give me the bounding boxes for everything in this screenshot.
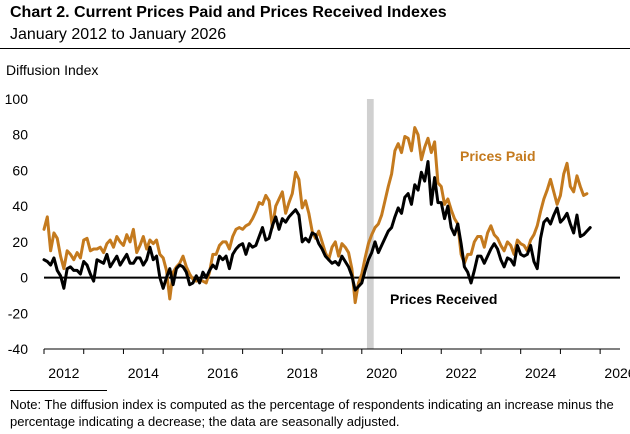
y-tick-label: 60 (12, 162, 28, 178)
y-tick-label: 80 (12, 127, 28, 143)
x-axis: 2012 2014 2016 2018 2020 2022 2024 2026 (43, 348, 630, 381)
prices-received-line (42, 160, 592, 292)
y-tick-label: 100 (5, 91, 29, 107)
x-tick-label: 2018 (287, 365, 318, 381)
prices-paid-label: Prices Paid (460, 148, 536, 164)
x-tick-label: 2024 (525, 365, 556, 381)
y-tick-label: -40 (8, 341, 28, 357)
x-tick-label: 2014 (128, 365, 159, 381)
x-tick-label: 2012 (48, 365, 79, 381)
recession-band-layer (366, 99, 374, 349)
chart-subtitle: January 2012 to January 2026 (10, 26, 227, 43)
y-tick-label: 40 (12, 198, 28, 214)
title-divider (0, 48, 630, 49)
x-tick-label: 2022 (446, 365, 477, 381)
prices-received-label: Prices Received (390, 291, 497, 307)
chart-note: Note: The diffusion index is computed as… (10, 397, 614, 429)
note-divider (10, 390, 107, 391)
y-axis-ticks: 100 80 60 40 20 0 -20 -40 (5, 91, 29, 357)
series-layer (42, 126, 592, 305)
y-tick-label: -20 (8, 305, 28, 321)
y-axis-label: Diffusion Index (6, 62, 99, 78)
y-tick-label: 0 (20, 270, 28, 286)
x-tick-label: 2026 (604, 365, 630, 381)
series-labels: Prices Paid Prices Received (390, 148, 536, 307)
y-tick-label: 20 (12, 234, 28, 250)
x-tick-label: 2020 (366, 365, 397, 381)
chart-title: Chart 2. Current Prices Paid and Prices … (10, 4, 447, 21)
x-tick-label: 2016 (207, 365, 238, 381)
recession-band (366, 99, 374, 349)
